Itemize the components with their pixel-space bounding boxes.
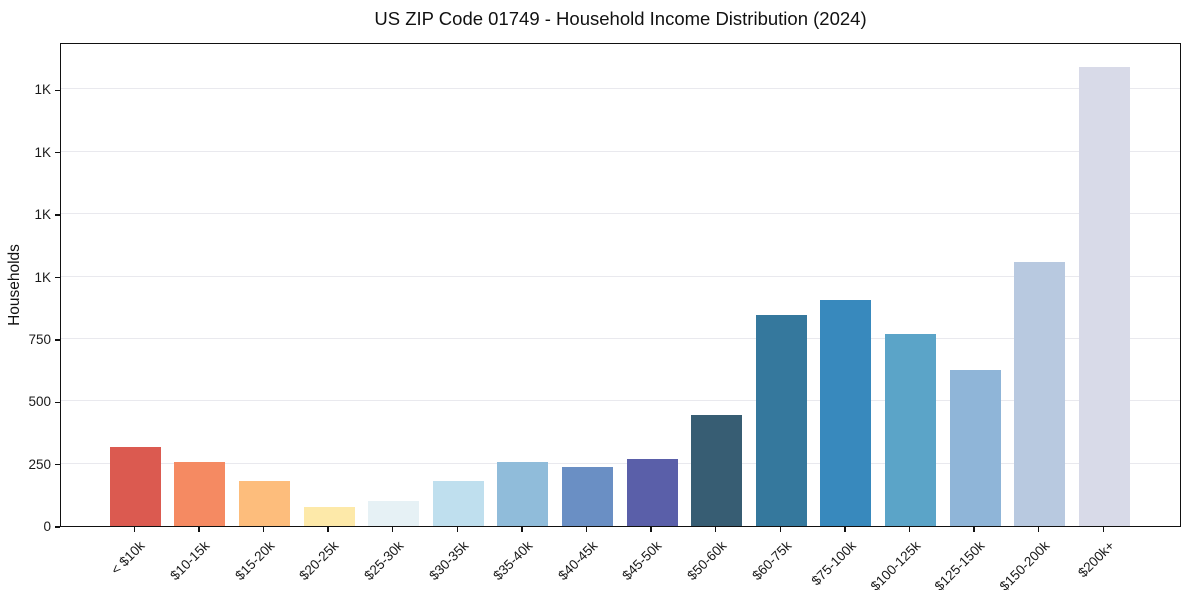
x-tick-mark: [844, 527, 846, 532]
y-tick-label: 500: [28, 394, 51, 410]
bar: [562, 467, 613, 526]
x-tick-mark: [585, 527, 588, 532]
y-tick-mark: [55, 152, 60, 154]
x-tick-mark: [908, 527, 911, 532]
x-tick-label: $200k+: [1074, 538, 1117, 581]
gridline: [61, 275, 1180, 277]
y-axis-label: Households: [6, 244, 23, 326]
bar: [1014, 261, 1066, 526]
x-tick-label: $15-20k: [231, 538, 278, 584]
x-tick-mark: [521, 527, 523, 532]
y-tick-label: 750: [28, 331, 51, 347]
y-tick-label: 1K: [34, 144, 51, 160]
gridline: [61, 213, 1180, 215]
bar: [432, 481, 484, 526]
x-tick-label: $125-150k: [931, 538, 988, 590]
x-tick-mark: [327, 527, 329, 532]
bar: [626, 458, 678, 526]
bar: [239, 481, 290, 526]
x-tick-label: $30-35k: [425, 538, 471, 584]
x-tick-label: $20-25k: [296, 538, 342, 584]
x-tick-mark: [1102, 527, 1104, 532]
bar: [820, 300, 872, 526]
x-tick-label: $45-50k: [619, 538, 665, 584]
chart-title: US ZIP Code 01749 - Household Income Dis…: [374, 8, 867, 29]
x-tick-mark: [650, 527, 652, 532]
y-tick-mark: [55, 463, 60, 466]
y-tick-mark: [55, 339, 60, 341]
y-tick-mark: [55, 276, 60, 279]
x-tick-label: $35-40k: [490, 538, 536, 584]
x-tick-label: < $10k: [108, 538, 148, 578]
x-tick-mark: [1038, 527, 1040, 532]
bar: [303, 507, 355, 526]
y-tick-label: 1K: [34, 207, 51, 223]
gridline: [61, 400, 1180, 402]
bar: [691, 414, 743, 526]
x-tick-mark: [133, 527, 135, 532]
y-tick-label: 250: [28, 456, 51, 472]
x-tick-mark: [456, 527, 458, 532]
x-tick-mark: [198, 527, 200, 532]
y-tick-label: 1K: [34, 82, 51, 98]
gridline: [61, 462, 1180, 464]
x-tick-label: $50-60k: [684, 538, 730, 584]
x-tick-mark: [779, 527, 781, 532]
bar: [1078, 66, 1130, 526]
x-tick-label: $40-45k: [554, 538, 601, 584]
x-tick-label: $25-30k: [361, 538, 407, 584]
bar: [174, 461, 226, 526]
y-tick-mark: [55, 401, 60, 403]
y-tick-mark: [55, 526, 60, 528]
bar: [755, 315, 807, 526]
x-tick-label: $10-15k: [167, 538, 213, 584]
x-tick-label: $60-75k: [748, 538, 794, 584]
bar: [949, 370, 1001, 526]
gridline: [61, 150, 1180, 152]
x-tick-mark: [973, 527, 975, 532]
x-tick-label: $100-125k: [867, 538, 924, 590]
x-tick-mark: [392, 527, 394, 532]
y-tick-mark: [55, 214, 60, 216]
bar: [885, 333, 936, 526]
bar: [368, 501, 420, 526]
plot-area: [60, 43, 1181, 527]
bar: [497, 461, 549, 526]
x-tick-mark: [262, 527, 265, 532]
gridline: [61, 337, 1180, 339]
x-tick-mark: [715, 527, 717, 532]
y-tick-mark: [55, 89, 60, 92]
y-tick-label: 0: [43, 519, 51, 534]
bar: [109, 447, 161, 526]
y-tick-label: 1K: [34, 269, 51, 285]
gridline: [61, 88, 1180, 90]
x-tick-label: $150-200k: [996, 538, 1053, 590]
x-tick-label: $75-100k: [808, 538, 859, 589]
